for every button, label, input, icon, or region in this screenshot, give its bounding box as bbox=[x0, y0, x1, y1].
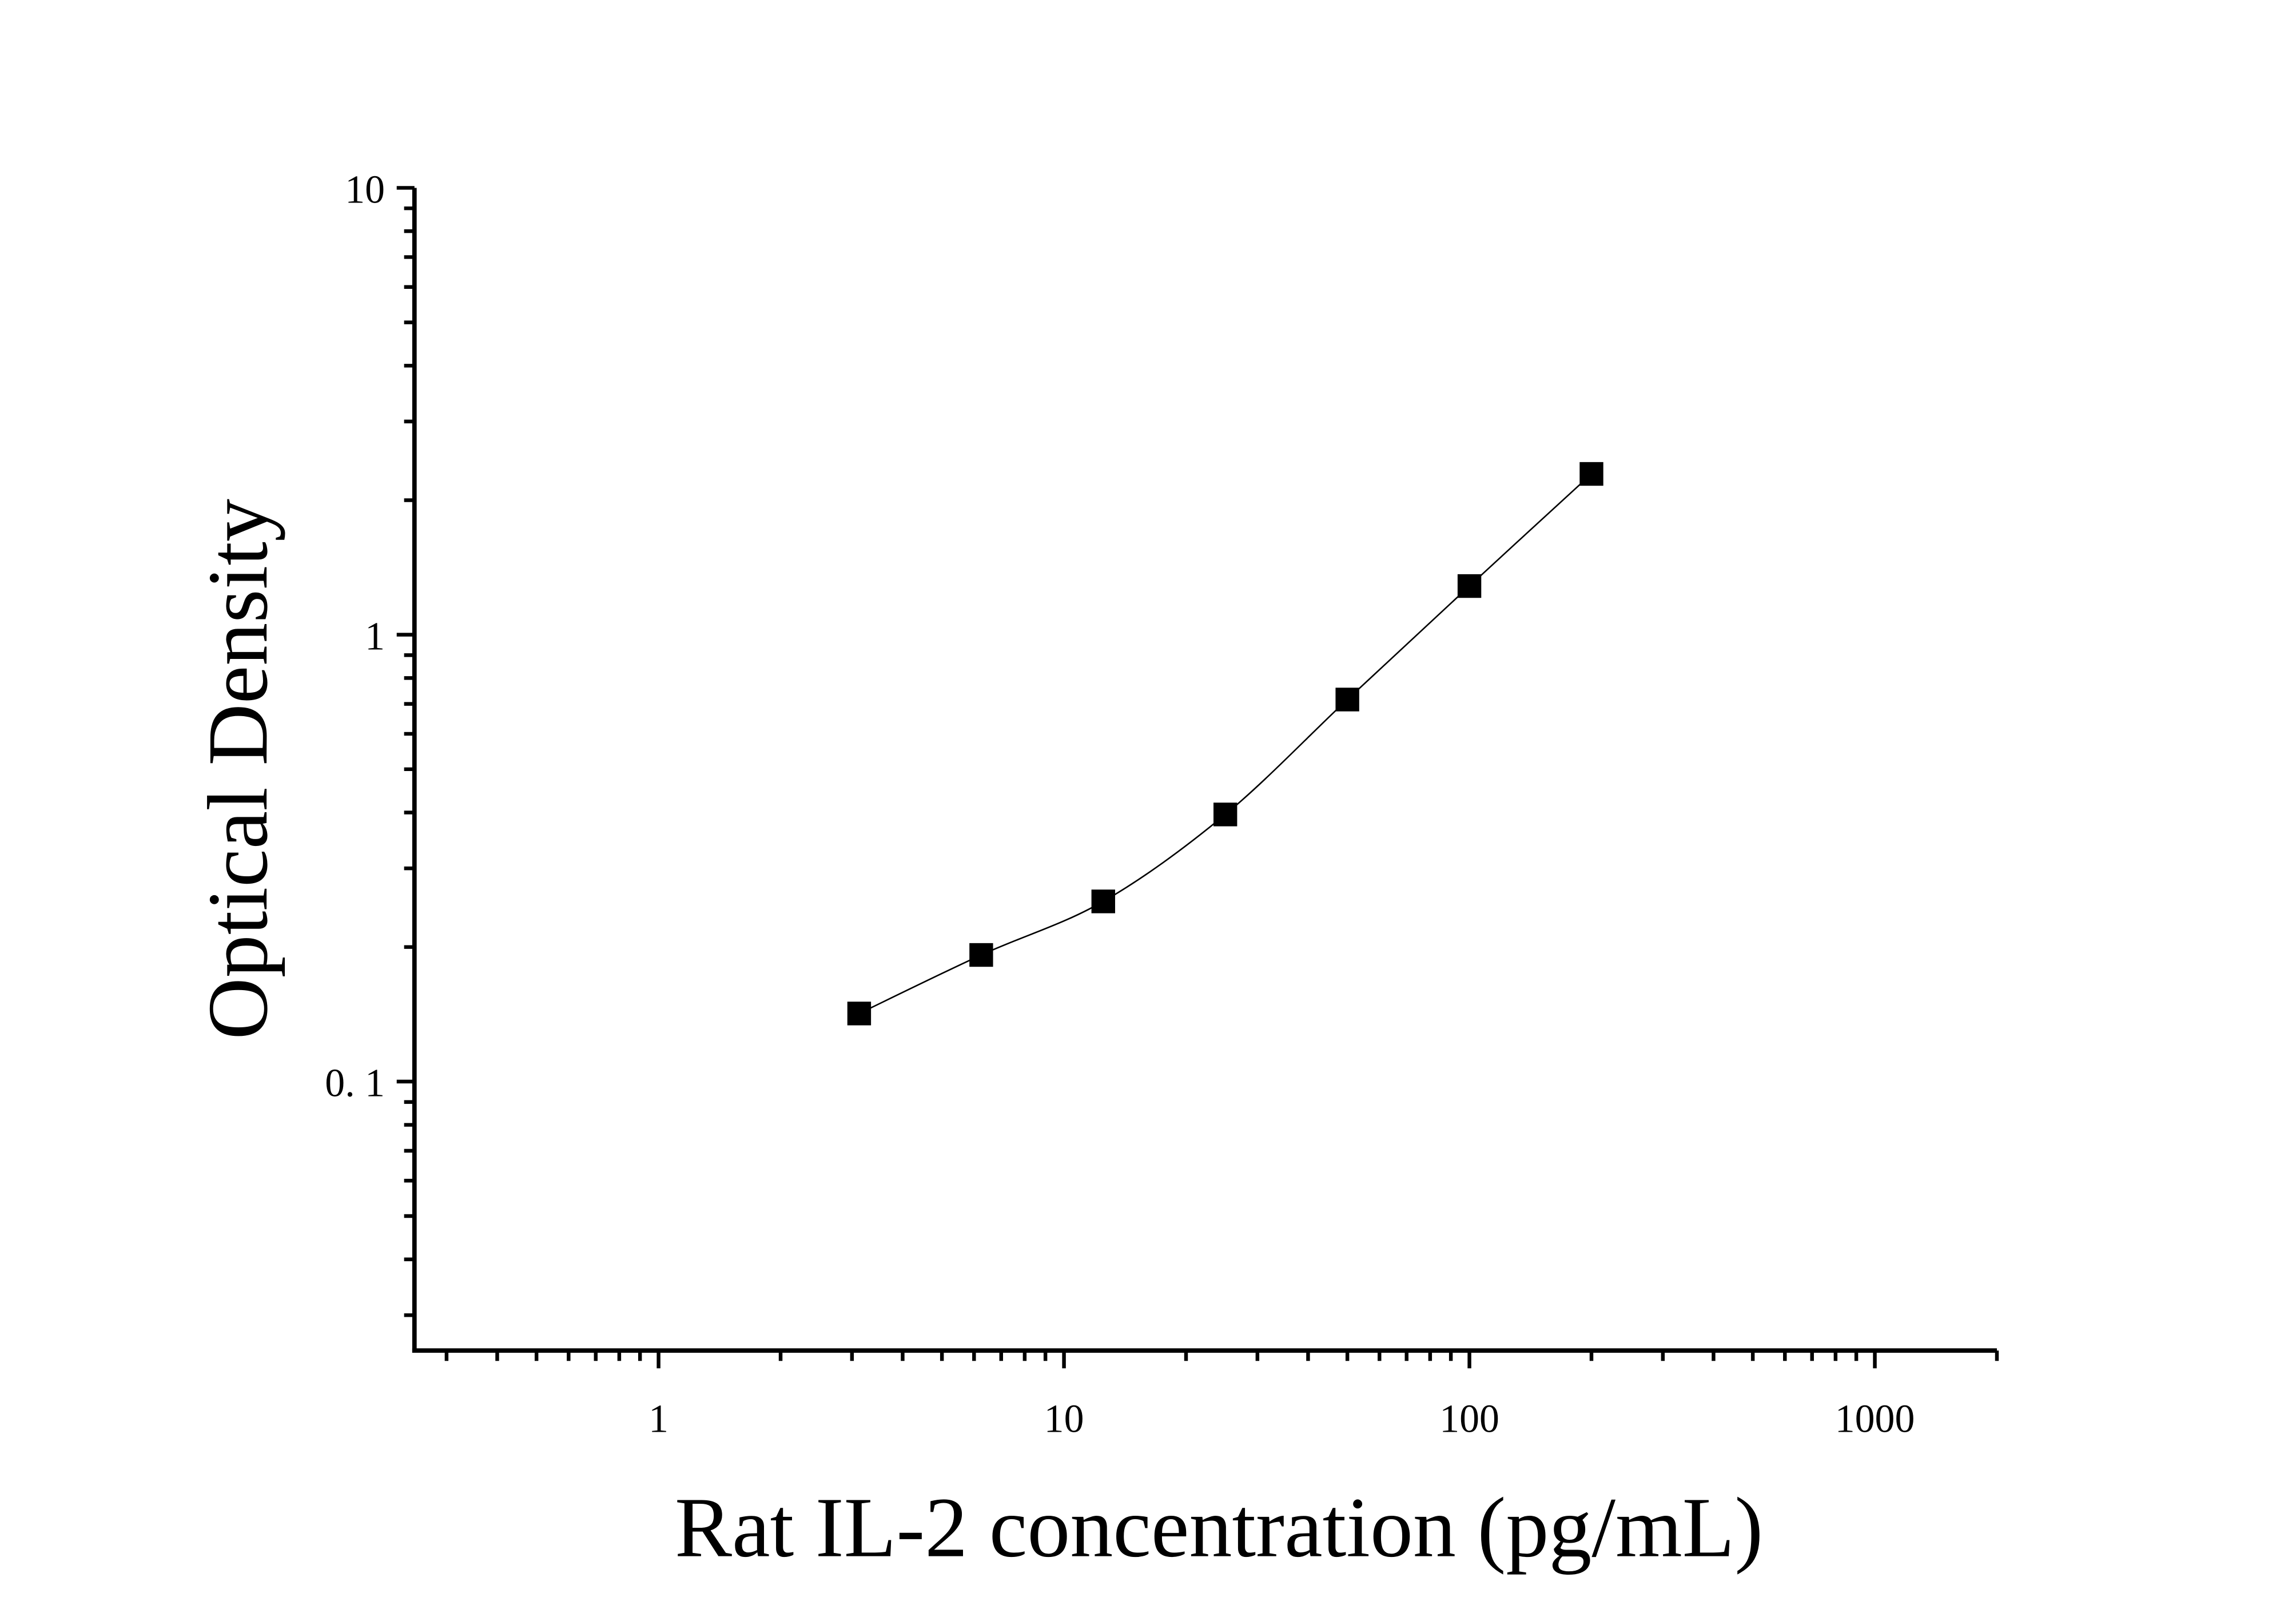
x-axis-label: Rat IL-2 concentration (pg/mL) bbox=[675, 1480, 1763, 1575]
y-tick-label: 1 bbox=[365, 615, 385, 659]
data-point bbox=[1579, 462, 1603, 486]
x-tick-label: 100 bbox=[1439, 1397, 1499, 1441]
x-tick-label: 1000 bbox=[1835, 1397, 1915, 1441]
data-point bbox=[969, 943, 993, 967]
data-point bbox=[847, 1002, 872, 1026]
data-point bbox=[1335, 688, 1359, 712]
y-axis-label: Optical Density bbox=[190, 499, 285, 1040]
y-tick-label: 0. 1 bbox=[325, 1062, 385, 1106]
data-point bbox=[1091, 889, 1115, 913]
y-tick-labels: 0. 1 1 10 bbox=[325, 168, 385, 1105]
data-point bbox=[1213, 802, 1237, 827]
x-tick-labels: 1 10 100 1000 bbox=[648, 1397, 1915, 1441]
data-points bbox=[847, 462, 1603, 1026]
fit-curve bbox=[858, 473, 1592, 1015]
axes bbox=[412, 188, 1997, 1353]
x-tick-label: 1 bbox=[648, 1397, 668, 1441]
data-point bbox=[1457, 574, 1482, 598]
y-tick-label: 10 bbox=[345, 168, 385, 212]
tick-marks bbox=[396, 186, 1999, 1369]
x-tick-label: 10 bbox=[1044, 1397, 1084, 1441]
